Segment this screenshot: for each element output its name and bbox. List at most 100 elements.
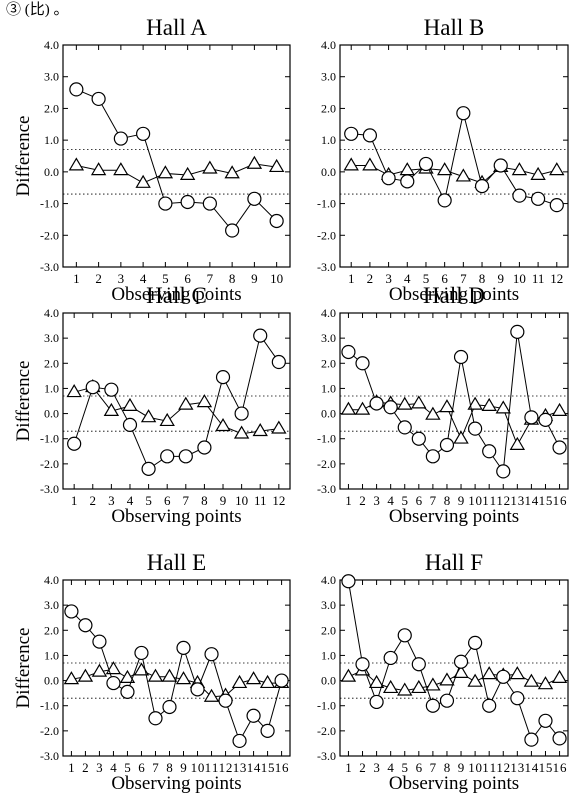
x-tick-label: 11 xyxy=(532,271,545,286)
series-triangle xyxy=(66,378,287,439)
triangle-marker xyxy=(509,436,526,450)
y-tick-label: 4.0 xyxy=(321,38,336,52)
plot-frame xyxy=(339,312,569,490)
triangle-marker xyxy=(246,155,263,169)
circle-marker xyxy=(104,382,119,397)
circle-marker xyxy=(247,191,262,206)
x-tick-label: 10 xyxy=(191,760,205,775)
y-tick-label: 3.0 xyxy=(321,70,336,84)
x-tick-label: 14 xyxy=(247,760,261,775)
triangle-marker xyxy=(455,168,472,182)
triangle-marker xyxy=(530,166,546,180)
y-tick-label: -3.0 xyxy=(317,260,336,274)
x-tick-label: 9 xyxy=(251,271,258,286)
x-tick-label: 6 xyxy=(184,271,191,286)
triangle-marker xyxy=(537,676,554,690)
triangle-marker xyxy=(436,162,453,176)
y-tick-label: 1.0 xyxy=(321,381,336,395)
x-tick-label: 15 xyxy=(539,760,553,775)
y-tick-label: -2.0 xyxy=(40,724,59,738)
x-tick-label: 4 xyxy=(387,493,394,508)
triangle-marker xyxy=(495,400,511,414)
circle-marker xyxy=(552,731,567,746)
circle-marker xyxy=(493,158,508,173)
triangle-marker xyxy=(113,162,129,176)
triangle-marker xyxy=(119,669,136,683)
x-tick-label: 8 xyxy=(201,493,208,508)
series-line xyxy=(76,88,278,232)
triangle-marker xyxy=(425,406,441,420)
series-line xyxy=(74,386,279,435)
x-tick-label: 8 xyxy=(229,271,236,286)
circle-marker xyxy=(274,673,289,688)
circle-marker xyxy=(552,440,567,455)
y-tick-label: 3.0 xyxy=(44,70,59,84)
x-tick-label: 12 xyxy=(550,271,563,286)
chart-title: Hall E xyxy=(147,550,206,575)
x-axis-label: Observing points xyxy=(111,284,241,305)
y-tick-label: 1.0 xyxy=(321,133,336,147)
y-tick-label: 2.0 xyxy=(44,623,59,637)
x-tick-label: 4 xyxy=(404,271,411,286)
circle-marker xyxy=(474,179,490,194)
circle-marker xyxy=(120,684,135,699)
triangle-marker xyxy=(157,165,174,179)
circle-marker xyxy=(355,356,370,371)
circle-marker xyxy=(425,698,440,713)
x-tick-label: 13 xyxy=(510,493,524,508)
header-fragment: ③ (比) 。 xyxy=(6,1,69,18)
x-tick-label: 2 xyxy=(90,493,97,508)
x-axis-label: Observing points xyxy=(111,773,241,794)
x-tick-label: 1 xyxy=(68,760,75,775)
circle-marker xyxy=(524,732,539,747)
series-triangle xyxy=(340,662,568,696)
triangle-marker xyxy=(467,396,483,410)
y-tick-label: -1.0 xyxy=(317,432,336,446)
circle-marker xyxy=(482,444,497,459)
circle-marker xyxy=(158,196,173,211)
circle-marker xyxy=(136,126,151,141)
circle-marker xyxy=(197,440,212,455)
x-tick-label: 7 xyxy=(430,760,437,775)
circle-marker xyxy=(178,449,193,464)
x-tick-label: 8 xyxy=(479,271,486,286)
circle-marker xyxy=(91,91,106,107)
circle-marker xyxy=(271,354,286,370)
circle-marker xyxy=(369,396,384,411)
chart-title: Hall F xyxy=(425,550,483,575)
circle-marker xyxy=(468,635,483,650)
x-tick-label: 11 xyxy=(482,760,496,775)
circle-marker xyxy=(400,174,415,189)
circle-marker xyxy=(381,171,396,186)
x-tick-label: 8 xyxy=(444,760,451,775)
triangle-marker xyxy=(196,394,213,408)
x-tick-label: 7 xyxy=(152,760,159,775)
x-tick-label: 12 xyxy=(219,760,233,775)
circle-marker xyxy=(456,106,471,121)
x-tick-label: 3 xyxy=(373,760,380,775)
triangle-marker xyxy=(340,668,357,682)
x-tick-label: 13 xyxy=(233,760,247,775)
chart-panel-3: Hall C4.03.02.01.00.0-1.0-2.0-3.01 2 3 4 5 6 7… xyxy=(13,283,291,527)
triangle-marker xyxy=(63,671,80,685)
y-tick-label: 3.0 xyxy=(321,331,336,345)
triangle-marker xyxy=(135,174,151,188)
circle-marker xyxy=(92,634,107,649)
x-axis-label: Observing points xyxy=(389,506,519,527)
y-tick-label: -2.0 xyxy=(40,228,59,242)
series-circle xyxy=(64,604,289,749)
triangle-marker xyxy=(397,682,413,696)
x-tick-label: 14 xyxy=(525,493,539,508)
circle-marker xyxy=(383,400,398,415)
x-tick-label: 5 xyxy=(401,493,408,508)
series-circle xyxy=(341,574,567,747)
chart-title: Hall C xyxy=(146,283,207,308)
circle-marker xyxy=(215,370,231,385)
triangle-marker xyxy=(259,674,276,689)
circle-marker xyxy=(453,654,469,669)
triangle-marker xyxy=(178,396,194,410)
circle-marker xyxy=(113,131,128,146)
series-line xyxy=(347,581,560,741)
plot-frame xyxy=(339,579,569,757)
